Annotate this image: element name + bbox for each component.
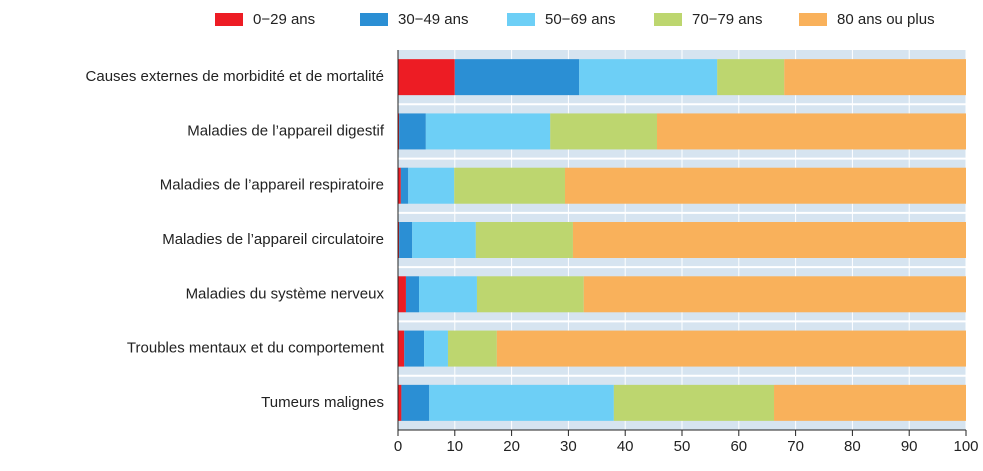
bar-segment (454, 59, 580, 96)
x-tick-label: 90 (901, 438, 918, 455)
bar-segment (419, 276, 477, 313)
bar-segment (657, 113, 966, 150)
bar-segment (398, 384, 402, 421)
legend-label: 30−49 ans (398, 11, 468, 28)
category-label: Causes externes de morbidité et de morta… (86, 68, 384, 85)
x-tick-label: 40 (617, 438, 634, 455)
bar-segment (579, 59, 718, 96)
bar-segment (496, 330, 966, 367)
bar-segment (784, 59, 966, 96)
x-tick-label: 0 (394, 438, 402, 455)
bar-segment (717, 59, 785, 96)
legend-swatch (360, 13, 388, 26)
legend-label: 0−29 ans (253, 11, 315, 28)
category-label: Tumeurs malignes (261, 394, 384, 411)
legend-swatch (799, 13, 827, 26)
x-tick-label: 60 (730, 438, 747, 455)
x-tick-label: 20 (503, 438, 520, 455)
bar-segment (401, 384, 430, 421)
x-tick-label: 10 (446, 438, 463, 455)
bar-segment (447, 330, 497, 367)
bar-segment (454, 167, 565, 204)
x-tick-label: 30 (560, 438, 577, 455)
legend-swatch (507, 13, 535, 26)
legend-swatch (654, 13, 682, 26)
bar-segment (613, 384, 775, 421)
bar-segment (404, 330, 425, 367)
bar-segment (405, 276, 420, 313)
bar-segment (774, 384, 966, 421)
bar-segment (412, 222, 476, 258)
legend-label: 80 ans ou plus (837, 11, 935, 28)
bar-segment (572, 222, 966, 258)
x-tick-label: 70 (787, 438, 804, 455)
bar-segment (398, 59, 455, 96)
category-label: Maladies de l’appareil respiratoire (160, 177, 384, 194)
legend-label: 50−69 ans (545, 11, 615, 28)
bar-segment (564, 167, 966, 204)
bar-segment (400, 167, 409, 204)
bar-segment (399, 222, 413, 258)
bar-segment (583, 276, 966, 313)
bar-segment (425, 113, 551, 150)
bar-segment (550, 113, 658, 150)
bar-segment (398, 276, 406, 313)
x-tick-label: 80 (844, 438, 861, 455)
category-label: Maladies de l’appareil circulatoire (162, 231, 384, 248)
bar-segment (398, 113, 400, 150)
bar-segment (408, 167, 455, 204)
x-tick-label: 50 (674, 438, 691, 455)
category-label: Maladies du système nerveux (186, 285, 385, 302)
category-label: Maladies de l’appareil digestif (187, 122, 385, 139)
bar-segment (429, 384, 614, 421)
bar-segment (399, 113, 426, 150)
bar-segment (475, 222, 573, 258)
bar-segment (398, 222, 400, 258)
bar-segment (476, 276, 584, 313)
legend-label: 70−79 ans (692, 11, 762, 28)
bar-segment (398, 330, 405, 367)
bar-segment (424, 330, 448, 367)
category-label: Troubles mentaux et du comportement (127, 340, 385, 357)
bar-segment (398, 167, 401, 204)
x-tick-label: 100 (953, 438, 978, 455)
legend-swatch (215, 13, 243, 26)
